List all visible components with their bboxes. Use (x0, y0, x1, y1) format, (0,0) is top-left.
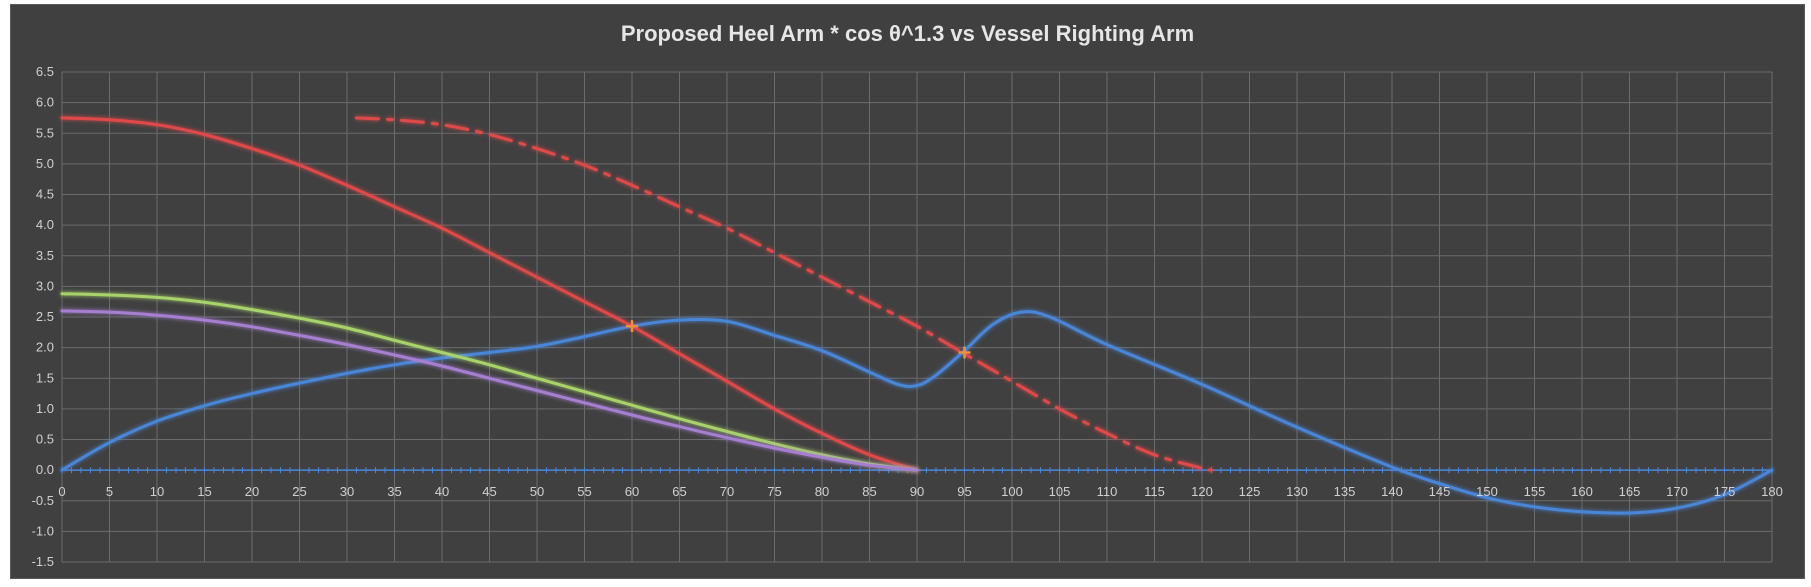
x-tick-label: 55 (577, 484, 591, 499)
x-tick-label: 110 (1097, 484, 1118, 499)
series-line-green (60, 292, 919, 472)
x-tick-label: 0 (58, 484, 65, 499)
x-tick-label: 45 (482, 484, 496, 499)
x-tick-label: 175 (1714, 484, 1736, 499)
marker-layer (626, 320, 971, 359)
x-tick-label: 180 (1761, 484, 1783, 499)
x-tick-label: 130 (1286, 484, 1308, 499)
x-tick-label: 30 (340, 484, 354, 499)
y-tick-label: 5.0 (36, 156, 54, 171)
series-layer (60, 116, 1774, 515)
x-tick-label: 145 (1429, 484, 1451, 499)
y-tick-label: 6.5 (36, 64, 54, 79)
y-tick-label: 1.5 (36, 370, 54, 385)
intersection-marker (958, 346, 971, 359)
x-tick-label: 170 (1666, 484, 1688, 499)
tick-labels: 0 5 10 15 20 25 30 35 40 45 50 55 60 65 70 75 80 85 90 95 10… (32, 64, 1783, 569)
x-tick-label: 10 (150, 484, 164, 499)
x-tick-label: 20 (245, 484, 259, 499)
x-tick-label: 115 (1144, 484, 1165, 499)
x-tick-label: 95 (957, 484, 971, 499)
y-tick-label: -0.5 (32, 493, 54, 508)
y-tick-label: 0.0 (36, 462, 54, 477)
y-tick-label: 2.0 (36, 340, 54, 355)
series-line-red-dashdot (355, 116, 1213, 472)
grid (61, 71, 1773, 563)
x-tick-label: 50 (530, 484, 544, 499)
x-tick-label: 155 (1524, 484, 1546, 499)
x-tick-label: 5 (106, 484, 113, 499)
x-tick-label: 90 (910, 484, 924, 499)
x-tick-label: 75 (767, 484, 781, 499)
chart-frame: Proposed Heel Arm * cos θ^1.3 vs Vessel … (10, 4, 1805, 579)
x-tick-label: 125 (1239, 484, 1261, 499)
x-tick-label: 105 (1049, 484, 1071, 499)
x-tick-label: 65 (672, 484, 686, 499)
chart-title: Proposed Heel Arm * cos θ^1.3 vs Vessel … (620, 21, 1195, 46)
x-tick-label: 150 (1476, 484, 1498, 499)
x-tick-label: 120 (1191, 484, 1213, 499)
x-tick-label: 165 (1619, 484, 1641, 499)
y-tick-label: -1.5 (32, 554, 54, 569)
y-tick-label: 3.5 (36, 248, 54, 263)
y-tick-label: 5.5 (36, 125, 54, 140)
x-tick-label: 25 (292, 484, 306, 499)
y-tick-label: 4.5 (36, 187, 54, 202)
series-line-blue (60, 310, 1774, 515)
y-tick-label: 2.5 (36, 309, 54, 324)
x-tick-label: 85 (862, 484, 876, 499)
y-tick-label: 6.0 (36, 95, 54, 110)
y-tick-label: 3.0 (36, 278, 54, 293)
x-tick-label: 60 (625, 484, 639, 499)
y-tick-label: 0.5 (36, 432, 54, 447)
intersection-marker (626, 320, 638, 333)
y-tick-label: 4.0 (36, 217, 54, 232)
x-tick-label: 160 (1571, 484, 1593, 499)
y-tick-label: 1.0 (36, 401, 54, 416)
y-tick-label: -1.0 (32, 523, 54, 538)
series-line-purple (60, 309, 919, 472)
x-tick-label: 35 (387, 484, 401, 499)
series-line-red (60, 116, 919, 472)
x-tick-label: 100 (1001, 484, 1023, 499)
x-tick-label: 140 (1381, 484, 1403, 499)
x-tick-label: 80 (815, 484, 829, 499)
x-tick-label: 135 (1334, 484, 1356, 499)
x-tick-label: 40 (435, 484, 449, 499)
x-tick-label: 15 (197, 484, 211, 499)
x-tick-label: 70 (720, 484, 734, 499)
